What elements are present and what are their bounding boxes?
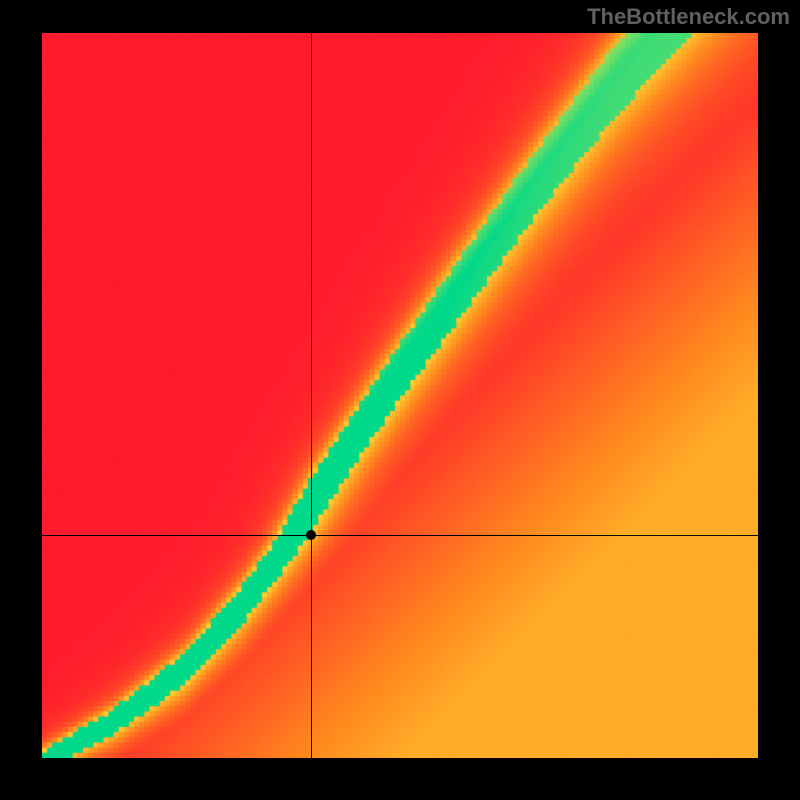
crosshair-marker-dot	[306, 530, 316, 540]
heatmap-plot-area	[42, 33, 758, 758]
watermark-text: TheBottleneck.com	[587, 4, 790, 30]
heatmap-canvas	[42, 33, 758, 758]
crosshair-vertical	[311, 33, 312, 758]
crosshair-horizontal	[42, 535, 758, 536]
